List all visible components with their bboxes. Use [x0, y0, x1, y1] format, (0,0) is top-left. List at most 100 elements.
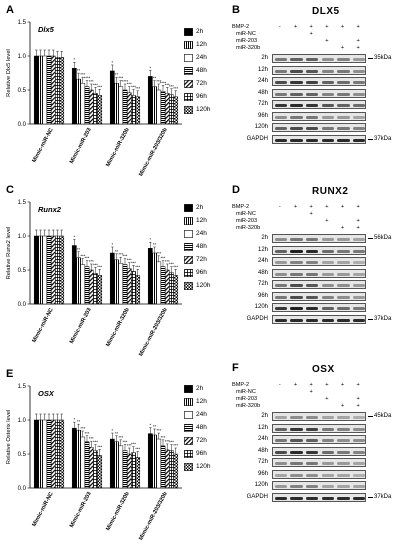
protein-band	[337, 450, 350, 454]
blot-strip-GAPDH	[272, 492, 366, 502]
treatment-sign: +	[356, 24, 360, 30]
blot-title: OSX	[312, 364, 335, 375]
legend-label: 72h	[196, 256, 207, 263]
treatment-sign: +	[356, 382, 360, 388]
significance-stars: *	[111, 242, 113, 247]
blot-strip-96h	[272, 469, 366, 479]
lane-label: 2h	[261, 413, 268, 419]
treatment-label: BMP-2	[232, 204, 250, 210]
protein-band	[290, 439, 303, 442]
bar-48h-3	[160, 91, 166, 125]
blot-strip-12h	[272, 245, 366, 255]
legend-label: 120h	[196, 106, 211, 113]
protein-band	[274, 450, 288, 454]
bar-12h-3	[152, 434, 157, 489]
protein-band	[274, 485, 288, 488]
bar-12h-3	[152, 86, 157, 125]
legend-label: 2h	[196, 204, 204, 211]
lane-label: 12h	[257, 66, 268, 73]
bar-96h-2	[131, 271, 136, 305]
blot-strip-24h	[272, 435, 366, 444]
bar-120h-0	[59, 419, 65, 489]
protein-band	[321, 473, 335, 477]
protein-band	[274, 473, 288, 477]
bar-12h-0	[38, 55, 43, 125]
bar-120h-2	[135, 96, 141, 125]
lane-label: 48h	[257, 89, 268, 96]
bar-24h-3	[156, 438, 162, 489]
significance-stars: ***	[131, 84, 136, 89]
y-axis-label: Relative Runx2 level	[6, 227, 12, 280]
molecular-weight-marker: 56kDa	[367, 235, 392, 241]
category-label: Mimic-miR-320b	[105, 491, 131, 532]
legend-swatch	[184, 53, 193, 62]
protein-band	[305, 238, 319, 241]
blot-strip-72h	[272, 100, 366, 109]
treatment-label: miR-NC	[236, 31, 256, 37]
protein-band	[305, 115, 319, 119]
treatment-sign: +	[356, 396, 360, 402]
lane-label: 96h	[257, 470, 268, 477]
legend-label: 72h	[196, 437, 207, 444]
significance-stars: ***	[97, 264, 102, 269]
legend-swatch	[184, 216, 193, 225]
bar-72h-1	[88, 446, 94, 489]
treatment-sign: +	[309, 31, 313, 37]
protein-band	[352, 318, 365, 322]
protein-band	[274, 138, 288, 142]
bar-48h-2	[122, 450, 128, 489]
significance-stars: ***	[165, 439, 170, 444]
protein-band	[305, 439, 319, 442]
blot-title: RUNX2	[312, 186, 349, 197]
protein-band	[290, 58, 303, 61]
lane-label: GAPDH	[246, 493, 268, 500]
y-tick-label: 1.5	[18, 200, 27, 206]
bar-2h-1	[71, 245, 77, 305]
legend-item-12h: 12h	[184, 40, 224, 49]
bar-96h-1	[93, 273, 98, 305]
treatment-label: miR-320b	[236, 225, 261, 231]
y-tick-label: 0.0	[18, 122, 27, 128]
protein-band	[321, 416, 335, 419]
legend-item-120h: 120h	[184, 105, 224, 114]
treatment-sign: +	[340, 24, 345, 30]
protein-band	[352, 439, 365, 442]
legend-label: 72h	[196, 80, 207, 87]
western-blot-osx: OSX BMP-2- + + + + + miR-NC + miR-203 + + miR-320b + +…	[232, 362, 415, 522]
legend-swatch	[184, 436, 193, 445]
bar-12h-2	[114, 259, 119, 305]
significance-stars: ***	[173, 443, 178, 448]
bar-chart-dlx5: 0.0 0.5 1.0 1.5 Relative Dlx5 level Dlx5 Mimic…	[6, 20, 182, 178]
bar-120h-2	[135, 457, 141, 489]
legend-label: 24h	[196, 54, 207, 61]
protein-band	[337, 318, 350, 322]
molecular-weight-marker: 37kDa	[367, 315, 392, 322]
category-label: Mimic-miR-203	[69, 491, 93, 529]
blot-strip-12h	[272, 65, 366, 75]
legend-item-72h: 72h	[184, 255, 224, 264]
blot-strip-12h	[272, 423, 366, 433]
bar-2h-1	[71, 68, 77, 125]
category-label: Mimic-miR-203/320b	[138, 127, 169, 178]
protein-band	[290, 427, 303, 431]
protein-band	[274, 81, 288, 84]
bar-48h-1	[84, 86, 90, 125]
protein-band	[352, 261, 365, 264]
lane-label: 12h	[257, 246, 268, 253]
protein-band	[352, 272, 365, 276]
significance-stars: ***	[127, 443, 132, 448]
protein-band	[274, 284, 288, 287]
category-label: Mimic-miR-320b	[105, 127, 131, 168]
protein-band	[352, 462, 365, 465]
treatment-sign: +	[340, 382, 345, 388]
lane-label: 120h	[254, 304, 268, 310]
lane-label: 48h	[257, 447, 268, 454]
significance-stars: ***	[89, 436, 94, 441]
legend-item-96h: 96h	[184, 268, 224, 277]
protein-band	[305, 58, 319, 61]
bar-48h-3	[160, 445, 166, 489]
protein-band	[352, 496, 365, 500]
panel-letter-c: C	[6, 184, 14, 196]
lane-label: 96h	[257, 292, 268, 299]
chart-title: Runx2	[38, 205, 62, 214]
